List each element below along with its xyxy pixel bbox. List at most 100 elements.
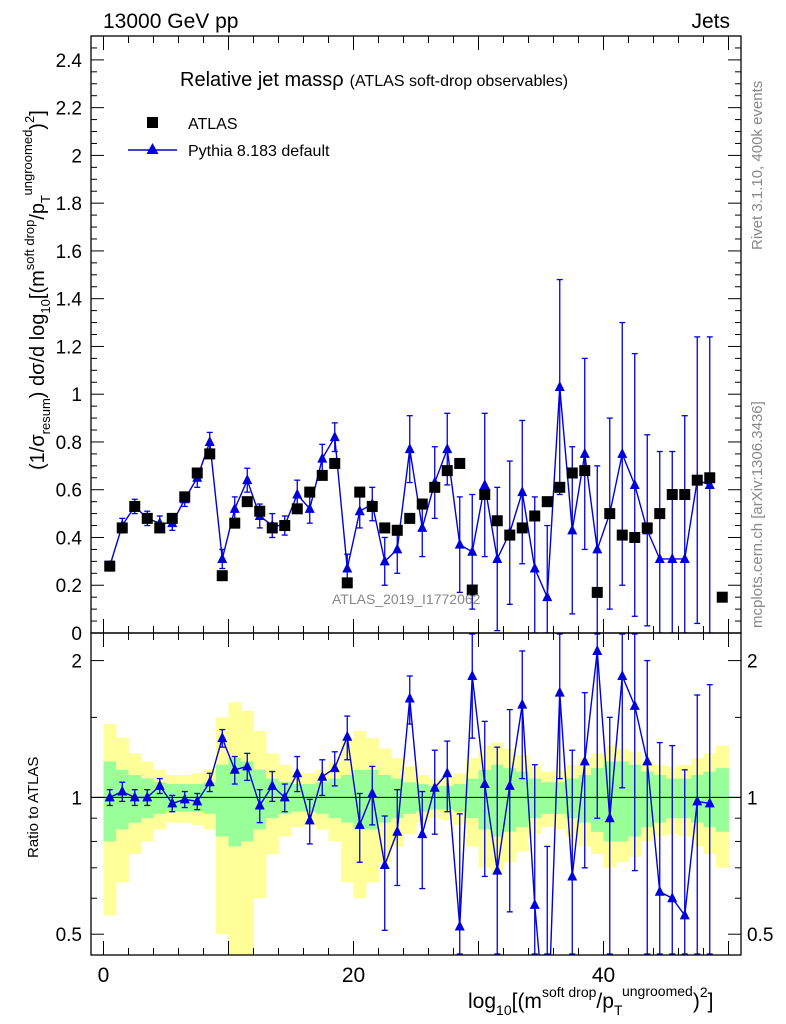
pythia-point: [492, 552, 503, 563]
ratio-point: [104, 791, 115, 802]
pythia-point: [592, 543, 603, 554]
ratio-point: [492, 864, 503, 875]
pythia-point: [379, 555, 390, 566]
xlabel-p3: /p: [596, 990, 614, 1013]
ratio-point: [504, 779, 515, 790]
pythia-point: [617, 447, 628, 458]
pythia-point: [517, 486, 528, 497]
top-ytick-label: 1.4: [56, 290, 83, 311]
ratio-point: [679, 909, 690, 920]
top-panel-plot-layer: [104, 278, 728, 633]
atlas-point: [616, 529, 628, 541]
atlas-point: [454, 457, 466, 469]
ratio-point: [529, 898, 540, 909]
atlas-point: [354, 486, 366, 498]
top-ytick-label: 1: [71, 385, 82, 406]
atlas-point: [204, 448, 216, 460]
atlas-point: [216, 570, 228, 582]
atlas-point: [504, 529, 516, 541]
atlas-point: [154, 522, 166, 534]
ratio-point: [167, 797, 178, 808]
atlas-point: [566, 467, 578, 479]
ratio-point: [304, 814, 315, 825]
xlabel-p5: ]: [708, 990, 714, 1013]
top-ytick-label: 1.6: [56, 242, 82, 263]
top-ytick-label: 0.2: [56, 576, 82, 597]
top-ytick-label: 0: [71, 624, 82, 645]
top-ytick-label: 0.6: [56, 481, 82, 502]
ratio-point: [667, 892, 678, 903]
legend-atlas-marker: [147, 117, 158, 128]
atlas-point: [291, 503, 303, 515]
ratio-band-inner: [541, 782, 554, 814]
atlas-point: [466, 584, 478, 596]
atlas-point: [404, 512, 416, 524]
pythia-point: [342, 562, 353, 573]
ratio-point: [392, 825, 403, 836]
mcplots-note: mcplots.cern.ch [arXiv:1306.3436]: [749, 401, 766, 628]
ratio-point: [142, 791, 153, 802]
top-ylabel-p5: ): [27, 123, 49, 130]
atlas-point: [341, 577, 353, 589]
ratio-point: [179, 793, 190, 804]
pythia-point: [217, 552, 228, 563]
pythia-point: [329, 431, 340, 442]
ratio-point: [467, 669, 478, 680]
pythia-point: [679, 552, 690, 563]
atlas-point: [254, 505, 266, 517]
top-ytick-label: 2.4: [56, 51, 83, 72]
atlas-point: [641, 522, 653, 534]
pythia-point: [567, 524, 578, 535]
pythia-point: [304, 502, 315, 513]
xlabel-p2: [(m: [512, 990, 542, 1013]
pythia-point: [629, 478, 640, 489]
ratio-point: [429, 781, 440, 792]
ratio-point: [129, 791, 140, 802]
ratio-point: [417, 828, 428, 839]
xlabel-sub1: 10: [496, 1002, 512, 1018]
legend-pythia-label: Pythia 8.183 default: [188, 143, 330, 160]
atlas-point: [166, 512, 178, 524]
ratio-point: [567, 870, 578, 881]
atlas-point: [591, 586, 603, 598]
energy-label: 13000 GeV pp: [103, 10, 238, 33]
pythia-point: [467, 545, 478, 556]
atlas-point: [654, 508, 666, 520]
ratio-point: [204, 776, 215, 787]
ratio-ytick-label-left: 2: [71, 652, 82, 673]
top-ylabel-sub2: 10: [38, 299, 53, 313]
top-ylabel-sub3: T: [38, 195, 53, 203]
ratio-ytick-label-right: 1: [747, 788, 758, 809]
analysis-watermark: ATLAS_2019_I1772062: [332, 591, 481, 607]
top-ylabel-p4: /p: [27, 203, 49, 220]
pythia-point: [292, 488, 303, 499]
ratio-point: [442, 767, 453, 778]
top-ytick-label: 1.8: [56, 194, 82, 215]
top-ytick-label: 2.2: [56, 99, 82, 120]
pythia-point: [204, 435, 215, 446]
ratio-point: [654, 885, 665, 896]
xlabel-p4: ): [693, 990, 700, 1013]
top-ytick-label: 2: [71, 146, 82, 167]
pythia-point: [392, 543, 403, 554]
ratio-point: [242, 760, 253, 771]
ratio-point: [317, 770, 328, 781]
atlas-point: [304, 486, 316, 498]
atlas-point: [379, 522, 391, 534]
top-ytick-label: 1.2: [56, 337, 82, 358]
ratio-band-inner: [716, 768, 729, 832]
top-ylabel-sub1: resum: [38, 398, 53, 434]
ratio-point: [254, 799, 265, 810]
atlas-point: [141, 512, 153, 524]
ratio-ytick-label-left: 1: [71, 788, 82, 809]
ratio-band-inner: [378, 775, 392, 823]
atlas-point: [541, 496, 553, 508]
ratio-point: [617, 669, 628, 680]
atlas-point: [366, 500, 378, 512]
ratio-point: [379, 858, 390, 869]
top-ylabel-sup1: soft drop: [22, 220, 37, 271]
xtick-label: 0: [98, 964, 110, 987]
ratio-point: [692, 795, 703, 806]
ratio-band-inner: [328, 778, 342, 819]
